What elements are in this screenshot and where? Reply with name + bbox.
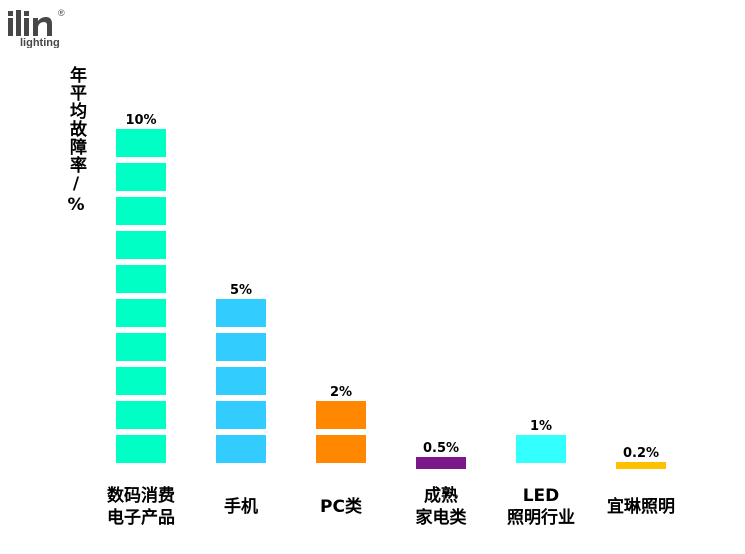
bar-0-segment-6 <box>116 231 166 259</box>
bar-1-segment-4 <box>216 299 266 327</box>
category-label-4: LED 照明行业 <box>507 486 575 528</box>
bar-0-segment-8 <box>116 163 166 191</box>
value-label-4: 1% <box>530 419 552 434</box>
logo-sub-text: lighting <box>20 37 60 48</box>
bar-1 <box>216 299 266 463</box>
bar-0-segment-4 <box>116 299 166 327</box>
bar-0-segment-5 <box>116 265 166 293</box>
category-label-5: 宜琳照明 <box>607 497 675 517</box>
value-label-5: 0.2% <box>623 446 659 461</box>
bar-0-segment-7 <box>116 197 166 225</box>
category-label-0: 数码消费 电子产品 <box>107 486 175 528</box>
bar-2 <box>316 401 366 463</box>
bar-5 <box>616 462 666 469</box>
value-label-2: 2% <box>330 385 352 400</box>
ilin-logo: lighting ® <box>8 8 65 48</box>
bar-1-segment-2 <box>216 367 266 395</box>
category-label-1: 手机 <box>224 497 258 517</box>
bar-2-segment-1 <box>316 401 366 429</box>
value-label-1: 5% <box>230 283 252 298</box>
category-label-3: 成熟 家电类 <box>415 486 467 528</box>
bar-3 <box>416 457 466 469</box>
bar-0 <box>116 129 166 463</box>
category-label-2: PC类 <box>320 497 362 517</box>
bar-3-segment-0 <box>416 457 466 469</box>
bar-4-segment-0 <box>516 435 566 463</box>
bar-0-segment-3 <box>116 333 166 361</box>
bar-0-segment-1 <box>116 401 166 429</box>
bar-5-segment-0 <box>616 462 666 469</box>
bar-1-segment-1 <box>216 401 266 429</box>
bar-0-segment-9 <box>116 129 166 157</box>
y-axis-label: 年平均故障率/% <box>66 66 86 216</box>
logo-registered-mark: ® <box>58 8 65 18</box>
bar-1-segment-0 <box>216 435 266 463</box>
value-label-3: 0.5% <box>423 441 459 456</box>
bar-0-segment-2 <box>116 367 166 395</box>
bar-2-segment-0 <box>316 435 366 463</box>
bar-0-segment-0 <box>116 435 166 463</box>
bar-1-segment-3 <box>216 333 266 361</box>
value-label-0: 10% <box>125 113 156 128</box>
logo-mark <box>8 10 52 36</box>
bar-4 <box>516 435 566 463</box>
